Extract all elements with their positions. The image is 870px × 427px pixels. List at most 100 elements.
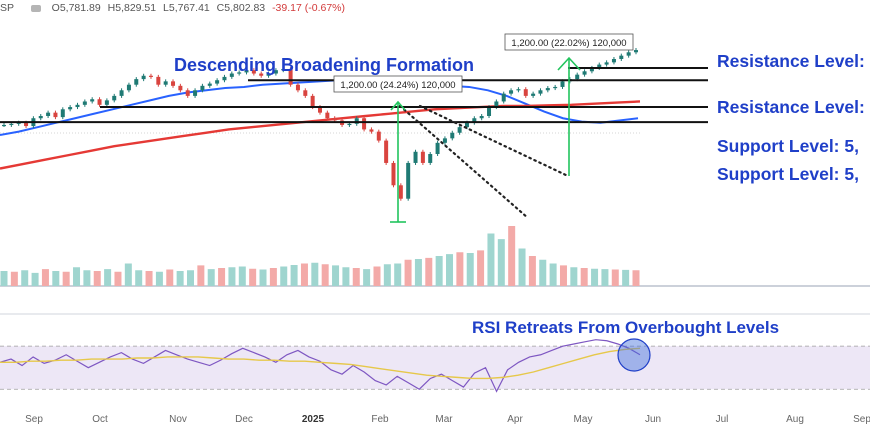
high-value: H5,829.51 bbox=[107, 2, 157, 14]
candle-body bbox=[626, 52, 631, 56]
candle-body bbox=[215, 80, 220, 84]
volume-bar bbox=[414, 259, 422, 286]
x-tick-label: Dec bbox=[235, 414, 253, 425]
x-tick-label: Apr bbox=[507, 414, 523, 425]
volume-bar bbox=[207, 269, 215, 286]
candle-body bbox=[82, 101, 87, 105]
candle-body bbox=[347, 123, 352, 126]
candle-body bbox=[531, 93, 536, 96]
moving-averages bbox=[0, 79, 641, 170]
candle-body bbox=[244, 70, 249, 73]
volume-bar bbox=[52, 271, 60, 286]
candle-body bbox=[545, 88, 550, 91]
candle-body bbox=[523, 89, 528, 96]
candle-body bbox=[53, 112, 58, 118]
candle-body bbox=[509, 90, 514, 94]
volume-bar bbox=[31, 272, 39, 286]
x-tick-label: Sep bbox=[853, 414, 870, 425]
volume-bars bbox=[0, 226, 640, 286]
x-tick-label: 2025 bbox=[302, 414, 325, 425]
candle-body bbox=[318, 107, 322, 113]
symbol-label: SP bbox=[0, 2, 14, 14]
measure-label-box bbox=[504, 33, 634, 51]
candle-body bbox=[46, 112, 51, 116]
volume-bar bbox=[518, 248, 526, 286]
candle-body bbox=[251, 70, 256, 74]
annotations: Descending Broadening Formation 1,200.00 … bbox=[174, 33, 870, 337]
candle-body bbox=[97, 99, 102, 105]
candle-body bbox=[376, 131, 381, 141]
rsi-title: RSI Retreats From Overbought Levels bbox=[472, 318, 779, 337]
resistance-label: Resistance Level: 6 bbox=[717, 97, 870, 117]
measure-label-box bbox=[333, 75, 463, 93]
candle-body bbox=[200, 85, 205, 91]
volume-bar bbox=[466, 253, 474, 286]
candle-body bbox=[428, 154, 433, 163]
volume-bar bbox=[93, 271, 101, 286]
candle-body bbox=[582, 71, 587, 75]
candle-body bbox=[60, 109, 65, 118]
candle-body bbox=[494, 101, 499, 108]
volume-bar bbox=[228, 267, 236, 286]
resistance-label: Resistance Level: 6 bbox=[717, 51, 870, 71]
x-tick-label: Jul bbox=[716, 414, 729, 425]
volume-bar bbox=[300, 263, 308, 286]
volume-bar bbox=[332, 265, 340, 286]
candle-body bbox=[90, 99, 95, 102]
candle-body bbox=[589, 67, 594, 72]
candle-body bbox=[501, 93, 506, 102]
candle-body bbox=[185, 90, 190, 96]
ohlc-header: SP O5,781.89 H5,829.51 L5,767.41 C5,802.… bbox=[0, 2, 349, 14]
candle-body bbox=[126, 84, 131, 91]
candle-body bbox=[281, 69, 286, 71]
candle-body bbox=[24, 122, 29, 127]
candle-body bbox=[362, 118, 367, 130]
level-lines bbox=[0, 66, 708, 124]
candle-body bbox=[141, 75, 146, 80]
volume-bar bbox=[10, 271, 18, 286]
candle-body bbox=[575, 74, 580, 80]
candle-body bbox=[2, 124, 6, 127]
x-tick-label: Jun bbox=[645, 414, 661, 425]
volume-bar bbox=[62, 271, 70, 286]
volume-bar bbox=[104, 269, 112, 286]
volume-bar bbox=[269, 268, 277, 286]
ma200-line bbox=[0, 100, 641, 170]
candle-body bbox=[369, 129, 374, 132]
visibility-eye-icon[interactable] bbox=[30, 4, 41, 12]
candle-body bbox=[16, 122, 21, 124]
volume-bar bbox=[259, 269, 267, 286]
volume-bar bbox=[373, 266, 381, 286]
candle-body bbox=[464, 122, 469, 128]
candle-body bbox=[560, 81, 565, 87]
candle-body bbox=[295, 84, 300, 91]
x-tick-label: Sep bbox=[25, 414, 43, 425]
volume-bar bbox=[570, 267, 578, 286]
candle-body bbox=[237, 72, 242, 74]
candle-body bbox=[487, 107, 492, 116]
candle-body bbox=[604, 62, 609, 65]
candle-body bbox=[193, 90, 198, 96]
volume-bar bbox=[249, 268, 257, 286]
candle-body bbox=[288, 69, 293, 85]
volume-bar bbox=[124, 263, 132, 286]
volume-bar bbox=[580, 268, 588, 286]
candle-body bbox=[222, 76, 227, 81]
volume-bar bbox=[435, 256, 443, 286]
volume-bar bbox=[508, 226, 516, 286]
candle-body bbox=[75, 104, 80, 108]
volume-bar bbox=[290, 265, 298, 286]
volume-bar bbox=[342, 267, 350, 286]
x-tick-label: Oct bbox=[92, 414, 108, 425]
volume-bar bbox=[238, 266, 246, 286]
candle-body bbox=[156, 76, 161, 85]
candle-body bbox=[134, 79, 139, 85]
volume-bar bbox=[83, 270, 91, 286]
volume-bar bbox=[0, 271, 8, 286]
rsi-pane bbox=[0, 338, 870, 393]
volume-bar bbox=[197, 265, 205, 286]
volume-bar bbox=[166, 269, 174, 286]
measure-arrow-1-head bbox=[390, 100, 406, 111]
candle-body bbox=[354, 118, 359, 124]
